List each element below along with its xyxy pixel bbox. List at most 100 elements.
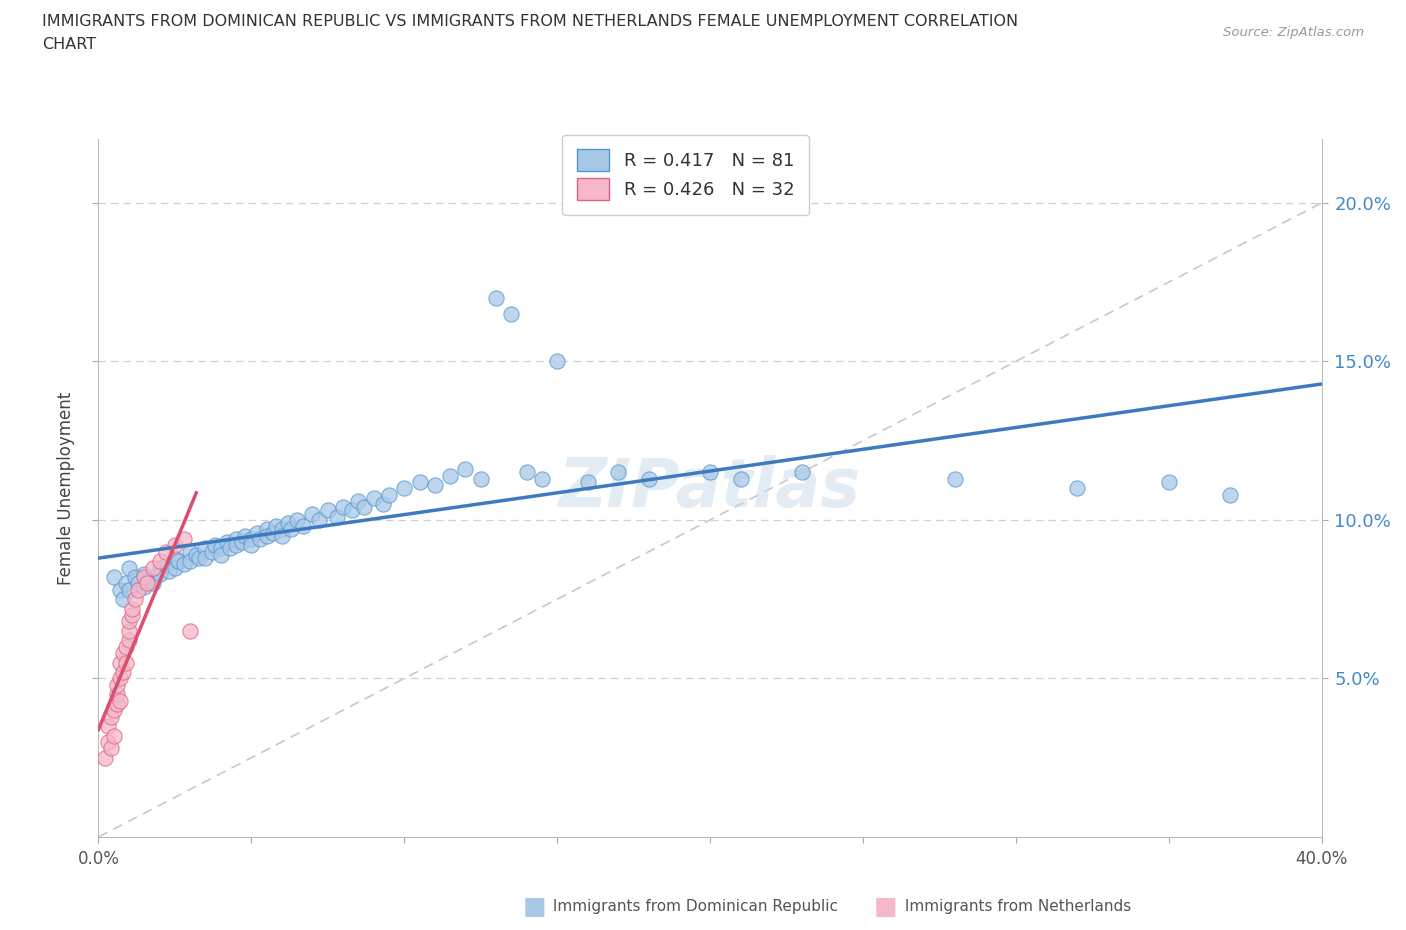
Point — [136, 576, 159, 591]
Point — [121, 602, 143, 617]
Point — [108, 655, 131, 670]
Point — [108, 693, 131, 708]
Point — [149, 560, 172, 575]
Point — [155, 544, 177, 559]
Point — [347, 494, 370, 509]
Text: ■: ■ — [875, 895, 897, 919]
Point — [1219, 487, 1241, 502]
Point — [111, 665, 134, 680]
Point — [194, 551, 217, 565]
Point — [118, 623, 141, 638]
Point — [118, 633, 141, 648]
Text: IMMIGRANTS FROM DOMINICAN REPUBLIC VS IMMIGRANTS FROM NETHERLANDS FEMALE UNEMPLO: IMMIGRANTS FROM DOMINICAN REPUBLIC VS IM… — [42, 14, 1018, 29]
Point — [127, 576, 149, 591]
Point — [353, 499, 375, 514]
Point — [256, 522, 278, 537]
Point — [1066, 481, 1088, 496]
Point — [240, 538, 263, 552]
Point — [637, 472, 661, 486]
Point — [256, 528, 278, 543]
Point — [167, 553, 190, 568]
Text: Source: ZipAtlas.com: Source: ZipAtlas.com — [1223, 26, 1364, 39]
Point — [121, 607, 143, 622]
Point — [332, 499, 354, 514]
Point — [157, 564, 180, 578]
Point — [470, 472, 492, 486]
Point — [200, 544, 222, 559]
Point — [100, 709, 122, 724]
Point — [1157, 474, 1180, 489]
Point — [105, 687, 128, 702]
Point — [231, 535, 253, 550]
Point — [134, 569, 156, 584]
Text: Immigrants from Netherlands: Immigrants from Netherlands — [900, 899, 1130, 914]
Y-axis label: Female Unemployment: Female Unemployment — [56, 392, 75, 585]
Point — [155, 557, 177, 572]
Point — [115, 655, 138, 670]
Text: CHART: CHART — [42, 37, 96, 52]
Point — [485, 290, 508, 305]
Point — [219, 541, 242, 556]
Point — [943, 472, 966, 486]
Point — [277, 515, 299, 530]
Point — [326, 510, 349, 525]
Point — [423, 478, 446, 493]
Point — [179, 544, 201, 559]
Point — [378, 487, 401, 502]
Point — [363, 490, 385, 505]
Point — [576, 474, 599, 489]
Point — [790, 465, 813, 480]
Point — [124, 569, 146, 584]
Point — [209, 548, 232, 563]
Point — [546, 354, 568, 369]
Point — [225, 538, 247, 552]
Text: Immigrants from Dominican Republic: Immigrants from Dominican Republic — [548, 899, 838, 914]
Point — [103, 703, 125, 718]
Point — [516, 465, 538, 480]
Point — [530, 472, 553, 486]
Point — [215, 535, 238, 550]
Point — [270, 522, 292, 537]
Point — [142, 576, 165, 591]
Text: ZIPatlas: ZIPatlas — [560, 456, 860, 521]
Point — [246, 525, 269, 540]
Point — [342, 503, 364, 518]
Point — [179, 553, 201, 568]
Point — [301, 506, 323, 521]
Point — [97, 719, 120, 734]
Point — [115, 576, 138, 591]
Point — [124, 591, 146, 606]
Point — [127, 582, 149, 597]
Point — [100, 741, 122, 756]
Point — [292, 519, 315, 534]
Point — [316, 503, 339, 518]
Point — [111, 591, 134, 606]
Point — [371, 497, 394, 512]
Point — [209, 541, 232, 556]
Point — [173, 532, 195, 547]
Point — [142, 560, 165, 575]
Point — [136, 573, 159, 588]
Point — [111, 645, 134, 660]
Point — [270, 528, 292, 543]
Point — [103, 728, 125, 743]
Point — [149, 566, 172, 581]
Point — [264, 519, 287, 534]
Point — [179, 623, 201, 638]
Point — [204, 538, 226, 552]
Point — [134, 566, 156, 581]
Text: ■: ■ — [523, 895, 546, 919]
Point — [194, 541, 217, 556]
Point — [308, 512, 330, 527]
Legend: R = 0.417   N = 81, R = 0.426   N = 32: R = 0.417 N = 81, R = 0.426 N = 32 — [562, 135, 808, 215]
Point — [501, 306, 523, 321]
Point — [108, 671, 131, 686]
Point — [408, 474, 430, 489]
Point — [105, 677, 128, 692]
Point — [93, 751, 115, 765]
Point — [225, 532, 247, 547]
Point — [108, 582, 131, 597]
Point — [454, 462, 477, 477]
Point — [118, 560, 141, 575]
Point — [699, 465, 721, 480]
